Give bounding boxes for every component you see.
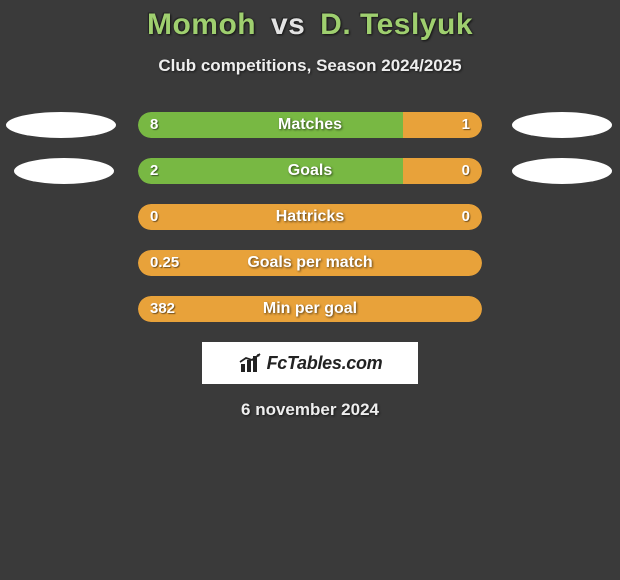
stat-value-a: 0: [150, 204, 158, 230]
stat-value-a: 2: [150, 158, 158, 184]
subtitle: Club competitions, Season 2024/2025: [0, 56, 620, 76]
stats-area: 81Matches20Goals00Hattricks0.25Goals per…: [0, 112, 620, 324]
comparison-widget: Momoh vs D. Teslyuk Club competitions, S…: [0, 0, 620, 580]
stat-row: 00Hattricks: [0, 204, 620, 232]
stat-bar: 20Goals: [138, 158, 482, 184]
stat-row: 81Matches: [0, 112, 620, 140]
stat-value-b: 0: [462, 158, 470, 184]
player1-marker: [14, 158, 114, 184]
stat-value-b: 1: [462, 112, 470, 138]
date-label: 6 november 2024: [0, 400, 620, 420]
bar-segment-b: [403, 158, 482, 184]
stat-bar: 382Min per goal: [138, 296, 482, 322]
player2-marker: [512, 112, 612, 138]
stat-bar: 81Matches: [138, 112, 482, 138]
stat-row: 0.25Goals per match: [0, 250, 620, 278]
stat-value-a: 382: [150, 296, 175, 322]
vs-label: vs: [271, 8, 305, 41]
stat-row: 382Min per goal: [0, 296, 620, 324]
player2-marker: [512, 158, 612, 184]
bar-segment-full: [138, 296, 482, 322]
stat-value-a: 0.25: [150, 250, 179, 276]
bar-segment-a: [138, 158, 403, 184]
page-title: Momoh vs D. Teslyuk: [0, 8, 620, 42]
stat-row: 20Goals: [0, 158, 620, 186]
bar-segment-full: [138, 250, 482, 276]
stat-bar: 00Hattricks: [138, 204, 482, 230]
chart-icon: [238, 352, 264, 374]
player1-name: Momoh: [147, 8, 256, 41]
brand-box[interactable]: FcTables.com: [202, 342, 418, 384]
bar-segment-a: [138, 112, 403, 138]
bar-segment-full: [138, 204, 482, 230]
brand-inner: FcTables.com: [238, 352, 383, 374]
brand-text: FcTables.com: [267, 353, 383, 374]
bar-segment-b: [403, 112, 482, 138]
player2-name: D. Teslyuk: [320, 8, 473, 41]
stat-bar: 0.25Goals per match: [138, 250, 482, 276]
stat-value-a: 8: [150, 112, 158, 138]
stat-value-b: 0: [462, 204, 470, 230]
player1-marker: [6, 112, 116, 138]
